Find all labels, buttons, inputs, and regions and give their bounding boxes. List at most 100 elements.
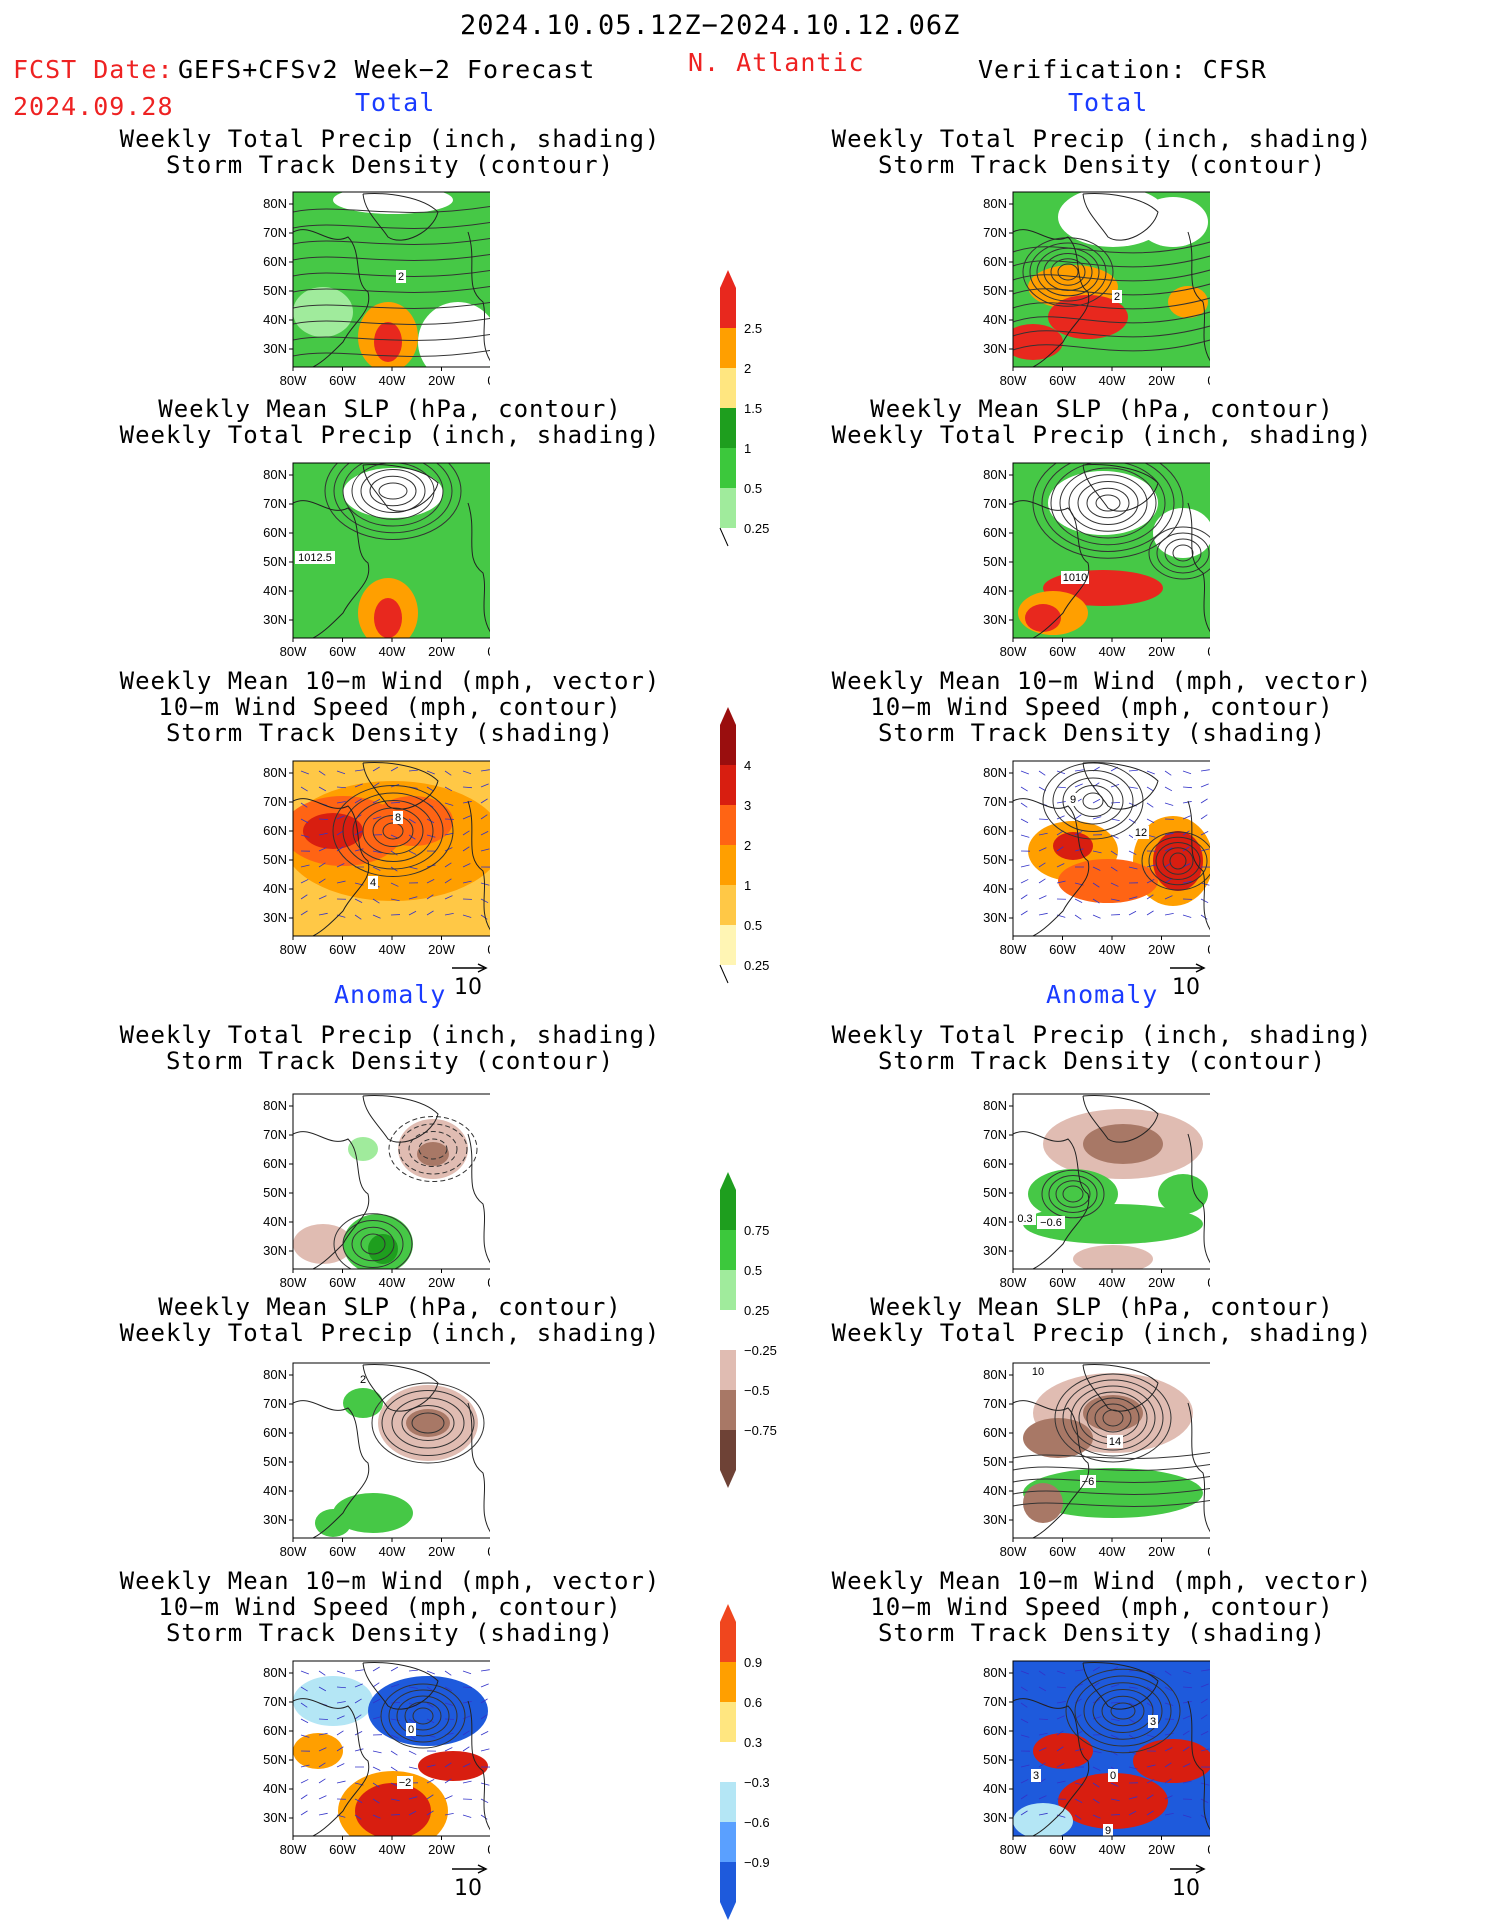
colorbar-label: −0.25	[744, 1343, 777, 1358]
lon-label: 0	[1207, 1275, 1210, 1290]
lon-label: 20W	[1148, 1544, 1175, 1559]
title-ver-anom-slp: Weekly Mean SLP (hPa, contour) Weekly To…	[802, 1294, 1402, 1346]
map-svg: 80N70N60N50N40N30N80W60W40W20W02	[965, 188, 1210, 391]
lon-label: 80W	[280, 644, 307, 659]
lon-label: 0	[487, 1544, 490, 1559]
lon-label: 60W	[329, 1544, 356, 1559]
contour-label: 0.3	[1017, 1213, 1032, 1225]
lon-label: 40W	[1099, 644, 1126, 659]
lat-label: 70N	[983, 225, 1007, 240]
lat-label: 40N	[263, 1781, 287, 1796]
fcst-date-label: FCST Date:	[13, 55, 174, 84]
precip-max	[1025, 604, 1061, 632]
lat-label: 80N	[263, 196, 287, 211]
track-anom-pos	[355, 1783, 431, 1839]
lat-label: 40N	[263, 583, 287, 598]
lat-label: 60N	[983, 823, 1007, 838]
map-svg: 80N70N60N50N40N30N80W60W40W20W02	[245, 1359, 490, 1562]
lat-label: 40N	[983, 881, 1007, 896]
colorbar-label: 2.5	[744, 321, 762, 336]
map-ver-anom-wind: 80N70N60N50N40N30N80W60W40W20W03039	[965, 1657, 1210, 1860]
lat-label: 70N	[983, 1694, 1007, 1709]
lat-label: 80N	[263, 765, 287, 780]
map-svg: 80N70N60N50N40N30N80W60W40W20W02	[245, 188, 490, 391]
title-ver-anom-precip: Weekly Total Precip (inch, shading) Stor…	[802, 1022, 1402, 1074]
lon-label: 20W	[428, 1544, 455, 1559]
colorbar-segment	[720, 328, 736, 368]
lat-label: 50N	[263, 1752, 287, 1767]
map-area: 2	[293, 1363, 490, 1538]
colorbar-segment	[720, 1270, 736, 1310]
lon-label: 40W	[379, 373, 406, 388]
lat-label: 60N	[263, 525, 287, 540]
lon-label: 20W	[1148, 1842, 1175, 1857]
lon-label: 60W	[329, 1275, 356, 1290]
lon-label: 80W	[280, 1842, 307, 1857]
lat-label: 30N	[983, 1512, 1007, 1527]
lon-label: 60W	[1049, 1275, 1076, 1290]
lat-label: 50N	[983, 852, 1007, 867]
colorbar-segment	[720, 885, 736, 925]
verification-label: Verification: CFSR	[978, 55, 1267, 84]
colorbar-tail	[720, 528, 728, 546]
lat-label: 80N	[263, 1367, 287, 1382]
colorbar-label: 0.75	[744, 1223, 769, 1238]
lon-label: 0	[1207, 1842, 1210, 1857]
colorbar-arrow-top	[720, 1172, 736, 1190]
contour-label: 0	[1110, 1770, 1116, 1782]
lat-label: 70N	[263, 1396, 287, 1411]
colorbar-segment	[720, 368, 736, 408]
lon-label: 60W	[329, 644, 356, 659]
map-ver-total-wind: 80N70N60N50N40N30N80W60W40W20W0912	[965, 757, 1210, 960]
lon-label: 20W	[1148, 373, 1175, 388]
lon-label: 80W	[280, 1275, 307, 1290]
lat-label: 60N	[983, 1156, 1007, 1171]
lon-label: 0	[1207, 644, 1210, 659]
precip-anom-neg	[1083, 1124, 1163, 1164]
colorbar-segment	[720, 1822, 736, 1862]
lat-label: 60N	[983, 254, 1007, 269]
colorbar-label: 0.25	[744, 958, 769, 973]
colorbar-segment	[720, 1310, 736, 1350]
lat-label: 70N	[263, 794, 287, 809]
track-anom-pos	[1133, 1739, 1210, 1783]
colorbar-svg: 0.90.60.3−0.3−0.6−0.9	[718, 1602, 798, 1922]
contour-label: −0.6	[1040, 1217, 1062, 1229]
title-line: Storm Track Density (contour)	[802, 1048, 1402, 1074]
title-fcst-total-precip: Weekly Total Precip (inch, shading) Stor…	[90, 126, 690, 178]
map-area: 1010	[1013, 459, 1210, 638]
map-area: 0−2	[293, 1661, 490, 1851]
lon-label: 80W	[1000, 1275, 1027, 1290]
map-fcst-anom-slp: 80N70N60N50N40N30N80W60W40W20W02	[245, 1359, 490, 1562]
lon-label: 40W	[379, 644, 406, 659]
lat-label: 80N	[983, 1098, 1007, 1113]
colorbar-label: 1	[744, 878, 751, 893]
precip-anom-pos	[343, 1388, 383, 1418]
lat-label: 30N	[263, 612, 287, 627]
colorbar-segment	[720, 1430, 736, 1470]
contour-label: 3	[1150, 1716, 1156, 1728]
colorbar-arrow-bottom	[720, 1470, 736, 1488]
lon-label: 20W	[428, 373, 455, 388]
colorbar-arrow-top	[720, 270, 736, 288]
lon-label: 60W	[1049, 644, 1076, 659]
map-area: 84	[283, 761, 490, 936]
vector-ref-label: 10	[1172, 1876, 1208, 1901]
title-ver-total-wind: Weekly Mean 10−m Wind (mph, vector) 10−m…	[802, 668, 1402, 746]
lon-label: 80W	[280, 942, 307, 957]
region-label: N. Atlantic	[688, 48, 865, 77]
map-svg: 80N70N60N50N40N30N80W60W40W20W00.3−0.6	[965, 1090, 1210, 1293]
lat-label: 50N	[983, 283, 1007, 298]
lon-label: 60W	[1049, 942, 1076, 957]
contour-label: 2	[1114, 291, 1120, 303]
lon-label: 80W	[280, 1544, 307, 1559]
colorbar-label: −0.75	[744, 1423, 777, 1438]
title-line: Weekly Total Precip (inch, shading)	[90, 1320, 690, 1346]
lat-label: 30N	[983, 612, 1007, 627]
colorbar-segment	[720, 1622, 736, 1662]
contour-label: 1012.5	[298, 552, 332, 564]
section-anomaly-ver: Anomaly	[1046, 980, 1158, 1009]
title-line: Weekly Total Precip (inch, shading)	[90, 126, 690, 152]
lon-label: 40W	[379, 942, 406, 957]
